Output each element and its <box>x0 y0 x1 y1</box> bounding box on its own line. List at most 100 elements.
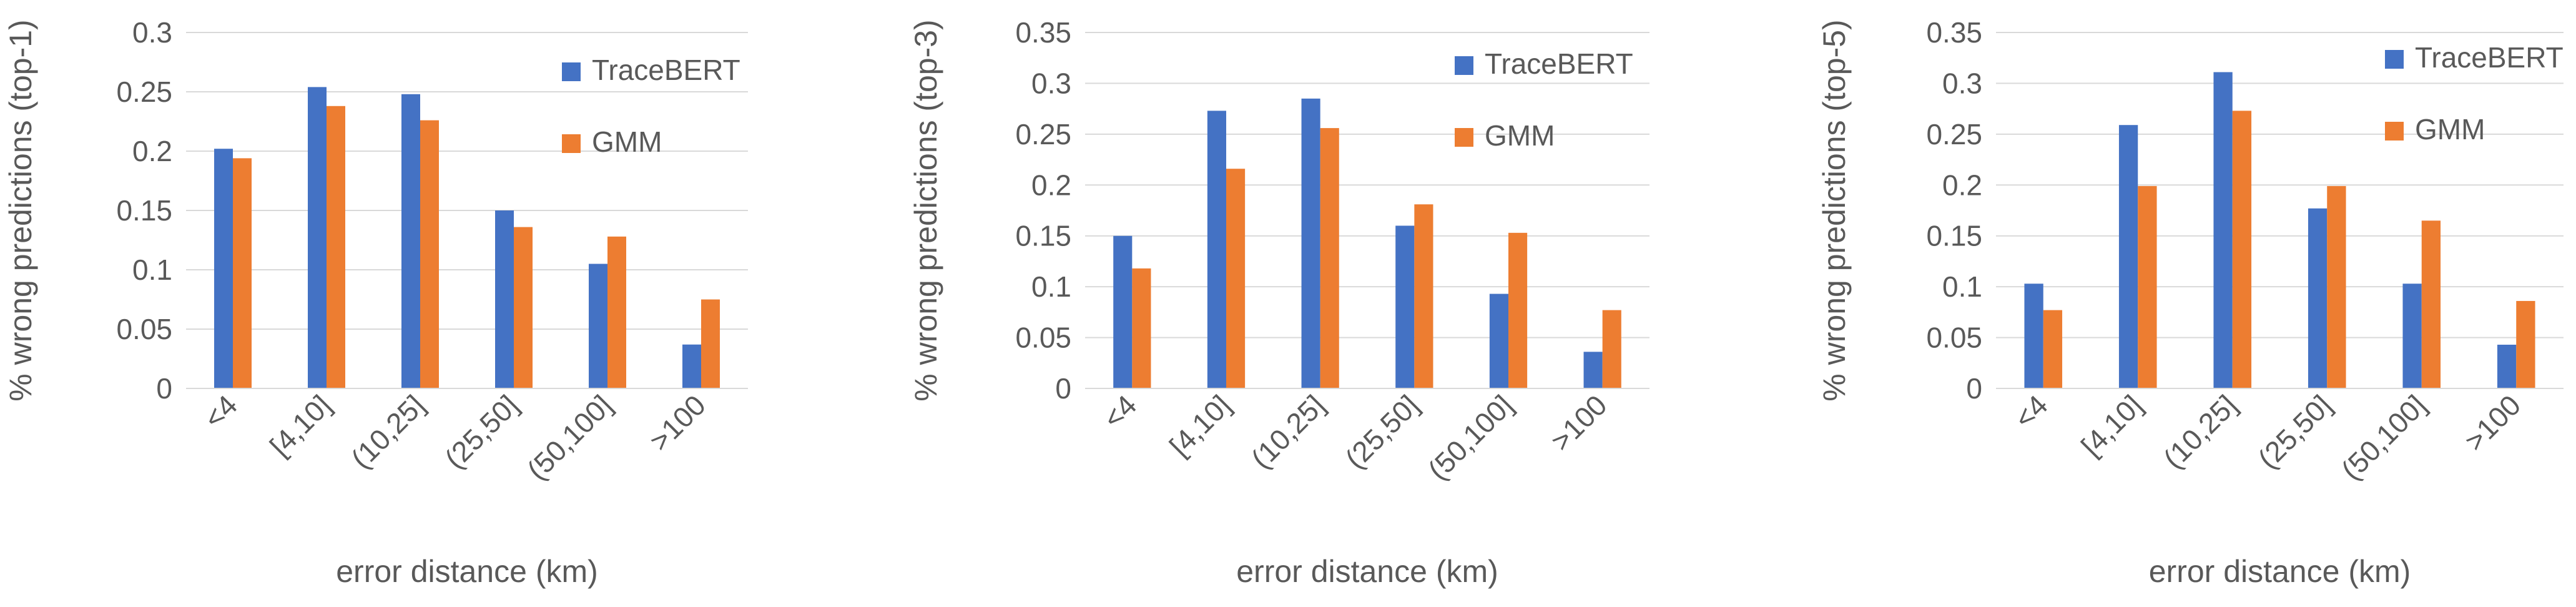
bar-tracebert-1 <box>214 149 233 388</box>
x-tick-label: >100 <box>1545 388 1613 457</box>
bar-gmm-3 <box>1320 128 1339 389</box>
bar-gmm-1 <box>2043 310 2063 388</box>
y-axis-title: % wrong predictions (top-1) <box>3 19 38 401</box>
bar-gmm-5 <box>607 236 626 388</box>
y-tick-label: 0.1 <box>132 254 172 286</box>
x-tick-label: (10,25] <box>345 388 431 475</box>
x-tick-label: [4,10] <box>1163 388 1237 462</box>
y-axis-title: % wrong predictions (top-5) <box>1817 19 1852 401</box>
bar-gmm-6 <box>2516 300 2535 388</box>
x-tick-label: (25,50] <box>2251 388 2338 475</box>
bar-tracebert-4 <box>495 210 514 388</box>
y-tick-label: 0.25 <box>1015 118 1071 151</box>
x-tick-label: [4,10] <box>2075 388 2148 462</box>
legend-swatch-tracebert <box>562 62 581 81</box>
x-tick-label: <4 <box>197 388 243 435</box>
bar-tracebert-3 <box>401 94 420 389</box>
y-tick-label: 0.2 <box>1942 169 1982 201</box>
y-tick-label: 0.15 <box>116 194 172 227</box>
y-tick-label: 0.15 <box>1926 220 1982 252</box>
x-tick-label: (10,25] <box>1245 388 1331 475</box>
x-tick-label: (25,50] <box>438 388 524 475</box>
y-tick-label: 0.15 <box>1015 220 1071 252</box>
bar-tracebert-3 <box>1301 98 1320 388</box>
y-tick-label: 0.3 <box>132 16 172 49</box>
legend-swatch-gmm <box>1455 128 1473 147</box>
bar-gmm-3 <box>2232 111 2252 388</box>
y-tick-label: 0.05 <box>1926 322 1982 354</box>
bar-gmm-4 <box>2327 185 2346 388</box>
bar-tracebert-5 <box>2402 284 2422 388</box>
x-tick-label: >100 <box>643 388 712 457</box>
x-tick-label: [4,10] <box>263 388 337 462</box>
x-tick-label: <4 <box>1097 388 1143 435</box>
x-axis-title: error distance (km) <box>2149 554 2411 589</box>
x-tick-label: (50,100] <box>2335 388 2432 486</box>
y-axis-title: % wrong predictions (top-3) <box>908 19 943 401</box>
x-axis-title: error distance (km) <box>1236 554 1498 589</box>
bar-gmm-6 <box>701 299 720 388</box>
x-axis-title: error distance (km) <box>336 554 598 589</box>
bar-tracebert-4 <box>2308 208 2328 388</box>
bar-tracebert-6 <box>682 344 701 388</box>
legend-label-tracebert: TraceBERT <box>2415 41 2564 74</box>
bar-tracebert-3 <box>2213 72 2233 388</box>
legend-swatch-tracebert <box>1455 56 1473 75</box>
y-tick-label: 0.25 <box>1926 118 1982 151</box>
legend-swatch-gmm <box>562 134 581 153</box>
bar-gmm-4 <box>514 227 533 388</box>
bar-gmm-1 <box>233 158 252 388</box>
legend-swatch-tracebert <box>2385 50 2404 69</box>
y-tick-label: 0.25 <box>116 76 172 108</box>
chart-panel-2: 0 0.05 0.1 0.15 0.2 0.25 0.3 0.35 <4 [4,10] (10,25… <box>908 16 1649 589</box>
bar-gmm-2 <box>2138 185 2157 388</box>
y-tick-label: 0.35 <box>1926 16 1982 49</box>
y-tick-label: 0.05 <box>116 313 172 345</box>
x-tick-label: >100 <box>2458 388 2527 457</box>
y-tick-label: 0.05 <box>1015 322 1071 354</box>
bar-tracebert-5 <box>589 264 607 388</box>
bar-tracebert-4 <box>1395 225 1415 388</box>
legend-label-tracebert: TraceBERT <box>1485 47 1633 80</box>
x-tick-label: (50,100] <box>521 388 618 486</box>
x-tick-label: (10,25] <box>2157 388 2243 475</box>
legend-label-tracebert: TraceBERT <box>592 54 740 86</box>
legend-label-gmm: GMM <box>592 126 662 158</box>
bar-gmm-6 <box>1602 310 1621 388</box>
y-tick-label: 0.2 <box>132 135 172 167</box>
y-tick-label: 0.3 <box>1031 67 1071 99</box>
legend-label-gmm: GMM <box>2415 113 2485 146</box>
bar-tracebert-5 <box>1489 294 1508 388</box>
chart-panel-3: 0 0.05 0.1 0.15 0.2 0.25 0.3 0.35 <4 [4,10] (10,25… <box>1817 16 2564 589</box>
y-tick-label: 0.3 <box>1942 67 1982 99</box>
bar-gmm-4 <box>1414 204 1433 388</box>
x-tick-label: (25,50] <box>1339 388 1425 475</box>
x-tick-label: <4 <box>2008 388 2054 435</box>
bar-tracebert-6 <box>1583 352 1603 388</box>
bar-tracebert-1 <box>2024 284 2043 388</box>
legend-swatch-gmm <box>2385 122 2404 141</box>
chart-panel-1: 0 0.05 0.1 0.15 0.2 0.25 0.3 <4 [4,10] (10,25] (25… <box>3 16 748 589</box>
bar-gmm-3 <box>420 120 439 388</box>
bar-gmm-5 <box>1508 232 1528 388</box>
bar-gmm-5 <box>2421 220 2441 388</box>
y-tick-label: 0.1 <box>1942 270 1982 303</box>
y-tick-label: 0 <box>1055 372 1071 405</box>
bar-tracebert-2 <box>2118 125 2138 388</box>
bar-gmm-1 <box>1132 268 1151 388</box>
bar-tracebert-2 <box>1207 111 1226 388</box>
bar-tracebert-1 <box>1113 235 1133 388</box>
y-tick-label: 0.35 <box>1015 16 1071 49</box>
bar-gmm-2 <box>1226 169 1246 388</box>
y-tick-label: 0.1 <box>1031 270 1071 303</box>
y-tick-label: 0.2 <box>1031 169 1071 201</box>
bar-gmm-2 <box>327 106 345 389</box>
bar-tracebert-2 <box>308 87 327 388</box>
bar-tracebert-6 <box>2497 344 2517 388</box>
y-tick-label: 0 <box>1966 372 1982 405</box>
x-tick-label: (50,100] <box>1422 388 1519 486</box>
y-tick-label: 0 <box>156 372 172 405</box>
legend-label-gmm: GMM <box>1485 119 1555 152</box>
